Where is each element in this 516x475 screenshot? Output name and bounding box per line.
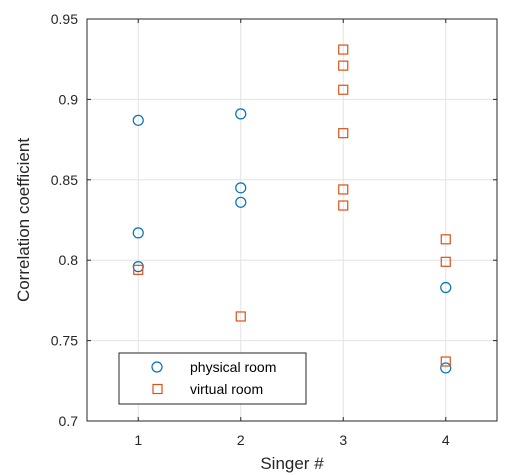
point-virtual-room <box>440 234 451 245</box>
legend-box <box>118 352 307 405</box>
y-axis-title: Correlation coefficient <box>14 138 33 302</box>
point-physical-room <box>235 182 247 194</box>
x-tick-labels: 1 2 3 4 <box>134 432 450 448</box>
x-tick-label: 3 <box>339 432 347 448</box>
point-virtual-room <box>440 256 451 267</box>
point-physical-room <box>235 196 247 208</box>
x-tick-label: 2 <box>237 432 245 448</box>
point-virtual-room <box>338 60 349 71</box>
legend: physical room virtual room <box>118 352 307 405</box>
point-physical-room <box>440 281 452 294</box>
legend-marker-virtual-room <box>152 383 163 395</box>
legend-label-virtual-room: virtual room <box>190 381 263 397</box>
point-physical-room <box>132 114 144 126</box>
point-virtual-room <box>338 184 349 195</box>
y-tick-label: 0.75 <box>51 333 78 349</box>
x-axis-title: Singer # <box>260 454 324 473</box>
point-physical-room <box>235 108 247 120</box>
y-tick-labels: 0.7 0.75 0.8 0.85 0.9 0.95 <box>51 11 78 429</box>
point-virtual-room <box>338 84 349 95</box>
plot-frame <box>86 18 498 422</box>
y-tick-label: 0.95 <box>51 11 78 27</box>
axis-ticks <box>87 18 497 422</box>
data-points <box>132 44 452 374</box>
x-tick-label: 1 <box>134 432 142 448</box>
point-physical-room <box>440 362 452 374</box>
point-physical-room <box>132 227 144 239</box>
legend-label-physical-room: physical room <box>190 359 276 375</box>
y-tick-label: 0.85 <box>51 172 78 188</box>
x-tick-label: 4 <box>442 432 450 448</box>
point-virtual-room <box>338 128 349 139</box>
y-tick-label: 0.9 <box>59 91 79 107</box>
point-virtual-room <box>440 356 451 367</box>
y-tick-label: 0.8 <box>59 252 79 268</box>
point-virtual-room <box>235 311 246 322</box>
legend-marker-physical-room <box>151 361 163 373</box>
point-virtual-room <box>133 264 144 275</box>
point-virtual-room <box>338 200 349 211</box>
y-tick-label: 0.7 <box>59 413 79 429</box>
point-virtual-room <box>338 44 349 55</box>
